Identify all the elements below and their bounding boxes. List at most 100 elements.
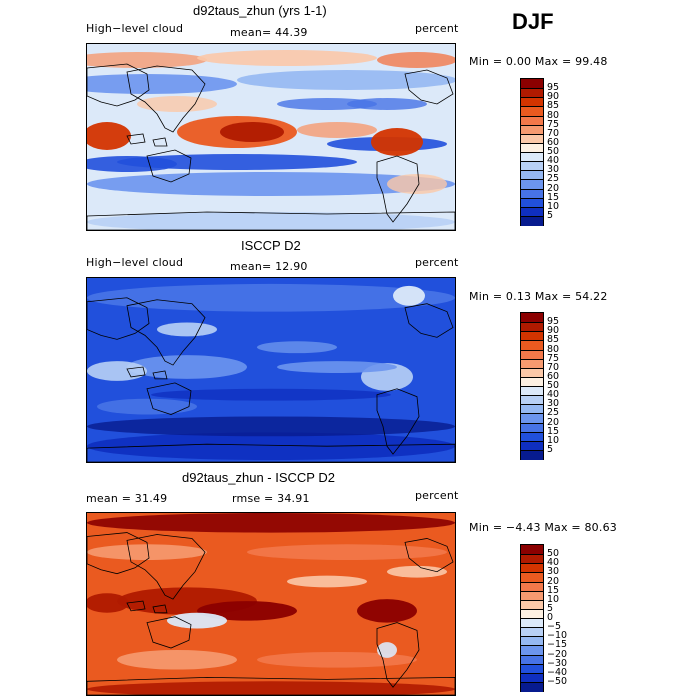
colorbar-cell (521, 133, 543, 144)
colorbar-tick-label: 10 (547, 593, 560, 605)
colorbar-tick-label: 20 (547, 416, 560, 428)
colorbar-tick-label: 40 (547, 155, 560, 167)
minmax-label: Min = 0.00 Max = 99.48 (469, 55, 608, 68)
colorbar-cell (521, 581, 543, 592)
season-label: DJF (512, 9, 554, 34)
colorbar-cell (521, 627, 543, 637)
colorbar-cell (521, 322, 543, 332)
colorbar-tick-label: 0 (547, 612, 554, 623)
mean-label: mean= 44.39 (230, 26, 308, 39)
units-label: percent (415, 489, 459, 502)
colorbar-tick-label: 70 (547, 361, 560, 373)
colorbar-cell (521, 115, 543, 126)
colorbar-cell (521, 413, 543, 423)
colorbar-cell (521, 179, 543, 189)
colorbar-tick-label: 10 (547, 434, 560, 446)
colorbar-tick-label: 60 (547, 370, 560, 382)
colorbar-tick-label: 85 (547, 334, 560, 346)
colorbar-cell (521, 152, 543, 162)
colorbar-tick-label: 5 (547, 443, 554, 455)
colorbar-cell (521, 545, 543, 555)
colorbar-cell (521, 440, 543, 451)
colorbar-cell (521, 672, 543, 683)
colorbar-tick-label: −50 (547, 675, 568, 687)
colorbar-cell (521, 340, 543, 350)
colorbar-tick-label: 60 (547, 136, 560, 148)
colorbar-tick-label: 15 (547, 191, 560, 203)
map-diff (86, 512, 456, 696)
colorbar-cell (521, 554, 543, 564)
mean-label: mean = 31.49 (86, 492, 168, 505)
colorbar-cell (521, 422, 543, 433)
colorbar-tick-label: 90 (547, 91, 560, 103)
colorbar-cell (521, 170, 543, 180)
colorbar-tick-label: 15 (547, 584, 560, 596)
colorbar-tick-label: 15 (547, 425, 560, 437)
colorbar-cell (521, 349, 543, 360)
colorbar-tick-label: 20 (547, 182, 560, 194)
colorbar-cell (521, 358, 543, 369)
colorbar-tick-label: 10 (547, 200, 560, 212)
colorbar-tick-label: −10 (547, 630, 568, 642)
colorbar-cell (521, 124, 543, 135)
colorbar-cell (521, 590, 543, 601)
colorbar-tick-label: 90 (547, 325, 560, 337)
colorbar: 50 40 30 20 15 10 5 0 −5 −10 −15 −20 −30 −40 −50 (520, 544, 567, 692)
colorbar-cell (521, 206, 543, 217)
contour-field (87, 278, 455, 462)
colorbar-tick-label: 5 (547, 209, 554, 221)
units-label: percent (415, 256, 459, 269)
colorbar-cell (521, 563, 543, 573)
colorbar-cell (521, 645, 543, 655)
map-model (86, 43, 456, 231)
colorbar-tick-label: 70 (547, 127, 560, 139)
contour-field (87, 513, 455, 695)
contour-field (87, 44, 455, 230)
colorbar-tick-label: 20 (547, 575, 560, 587)
colorbar-cell (521, 313, 543, 323)
colorbar-tick-label: 95 (547, 316, 560, 328)
colorbar-cell (521, 79, 543, 89)
variable-label: High−level cloud (86, 256, 184, 269)
colorbar-tick-label: 85 (547, 100, 560, 112)
colorbar-cell (521, 106, 543, 116)
colorbar-tick-label: 75 (547, 118, 560, 130)
colorbar-tick-label: 30 (547, 566, 560, 578)
colorbar-cell (521, 572, 543, 582)
colorbar-tick-label: 25 (547, 407, 560, 419)
colorbar: 95 90 85 80 75 70 60 50 40 30 25 20 15 10 5 (520, 78, 559, 226)
colorbar-cell (521, 88, 543, 98)
colorbar-cell (521, 431, 543, 442)
colorbar-cell (521, 215, 543, 226)
panel-title: d92taus_zhun (yrs 1-1) (193, 3, 327, 18)
colorbar-cell (521, 618, 543, 628)
colorbar-cell (521, 188, 543, 199)
colorbar-cell (521, 197, 543, 208)
colorbar-tick-label: 40 (547, 389, 560, 401)
colorbar-cell (521, 663, 543, 674)
panel-title: d92taus_zhun - ISCCP D2 (182, 470, 335, 485)
colorbar-cell (521, 97, 543, 107)
colorbar-tick-label: 95 (547, 82, 560, 94)
colorbar-tick-label: 50 (547, 380, 560, 391)
colorbar-cell (521, 142, 543, 153)
colorbar-tick-label: 30 (547, 398, 560, 410)
colorbar-tick-label: 80 (547, 343, 560, 355)
rmse-label: rmse = 34.91 (232, 492, 310, 505)
colorbar-tick-label: −5 (547, 621, 562, 633)
colorbar-tick-label: 30 (547, 164, 560, 176)
colorbar-cell (521, 636, 543, 646)
colorbar-cell (521, 599, 543, 610)
colorbar-cell (521, 331, 543, 341)
colorbar-tick-label: 40 (547, 557, 560, 569)
colorbar-tick-label: 50 (547, 548, 560, 560)
colorbar-tick-label: −20 (547, 648, 568, 660)
colorbar-tick-label: 80 (547, 109, 560, 121)
colorbar-cell (521, 654, 543, 665)
colorbar-cell (521, 376, 543, 387)
colorbar: 95 90 85 80 75 70 60 50 40 30 25 20 15 10 5 (520, 312, 559, 460)
colorbar-cell (521, 367, 543, 378)
map-obs (86, 277, 456, 463)
colorbar-cell (521, 681, 543, 692)
colorbar-tick-label: −30 (547, 657, 568, 669)
